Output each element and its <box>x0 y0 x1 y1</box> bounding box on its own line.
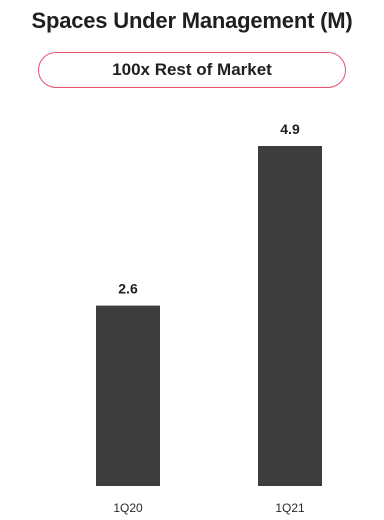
value-label-1q21: 4.9 <box>280 121 300 137</box>
bars-layer <box>96 146 322 486</box>
callout-pill: 100x Rest of Market <box>38 52 346 88</box>
x-tick-label-1q21: 1Q21 <box>275 501 305 515</box>
bar-1q21 <box>258 146 322 486</box>
value-labels-layer: 2.6 4.9 <box>118 121 300 297</box>
bar-1q20 <box>96 305 160 486</box>
callout-text: 100x Rest of Market <box>112 60 272 79</box>
value-label-1q20: 2.6 <box>118 281 138 297</box>
x-tick-label-1q20: 1Q20 <box>113 501 143 515</box>
chart-title: Spaces Under Management (M) <box>31 8 353 33</box>
x-tick-labels-layer: 1Q20 1Q21 <box>113 501 305 515</box>
